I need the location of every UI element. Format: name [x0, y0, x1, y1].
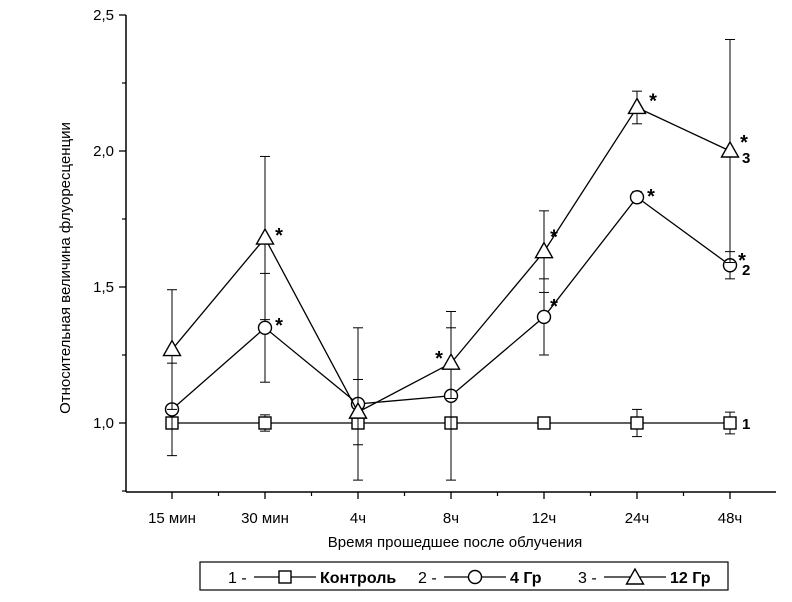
y-axis-title: Относительная величина флуоресценции: [57, 122, 74, 414]
significance-star: *: [740, 132, 748, 154]
significance-star: *: [649, 90, 657, 112]
data-point: [257, 320, 273, 335]
series-end-label: 2: [742, 262, 750, 279]
series-2: ****2: [164, 186, 750, 481]
x-tick-label: 48ч: [718, 510, 743, 527]
significance-star: *: [647, 186, 655, 208]
series-layer: 1****2*****3: [162, 38, 750, 481]
significance-star: *: [435, 348, 443, 370]
legend-number: 1 -: [228, 570, 247, 587]
data-point: [627, 97, 647, 115]
x-tick-label: 15 мин: [148, 510, 196, 527]
data-point: [630, 416, 644, 430]
data-point: [534, 241, 554, 259]
significance-star: *: [738, 250, 746, 272]
data-point: [723, 416, 737, 430]
data-point: [720, 140, 740, 158]
data-point: [536, 309, 552, 325]
data-point: [162, 339, 182, 357]
data-point: [441, 352, 461, 370]
series-end-label: 1: [742, 416, 750, 433]
y-tick-label: 1,5: [93, 279, 114, 296]
legend-marker: [625, 567, 645, 585]
x-axis-title: Время прошедшее после облучения: [328, 534, 582, 551]
significance-star: *: [550, 296, 558, 318]
legend-frame: [199, 561, 729, 591]
legend-label: Контроль: [320, 570, 396, 587]
y-tick-label: 2,5: [93, 7, 114, 24]
series-1: 1: [165, 408, 750, 438]
legend-marker: [467, 569, 483, 585]
x-tick-label: 8ч: [443, 510, 459, 527]
x-tick-label: 30 мин: [241, 510, 289, 527]
significance-star: *: [275, 225, 283, 247]
legend-number: 3 -: [578, 570, 597, 587]
data-point: [255, 227, 275, 245]
x-tick-label: 24ч: [625, 510, 650, 527]
y-tick-label: 2,0: [93, 143, 114, 160]
y-tick-label: 1,0: [93, 415, 114, 432]
series-end-label: 3: [742, 150, 750, 167]
significance-star: *: [275, 315, 283, 337]
x-tick-label: 12ч: [532, 510, 557, 527]
data-point: [258, 416, 272, 430]
data-point: [537, 416, 551, 430]
legend-marker: [278, 570, 292, 584]
significance-star: *: [550, 227, 558, 249]
legend-number: 2 -: [418, 570, 437, 587]
data-point: [348, 401, 368, 419]
legend-label: 12 Гр: [670, 570, 711, 587]
legend-label: 4 Гр: [510, 570, 542, 587]
data-point: [629, 190, 645, 205]
axes: 1,0 1,5 2,0 2,5 15 мин 30 мин 4ч 8ч 12ч 24ч 48ч: [93, 7, 776, 527]
legend: 1 - Контроль 2 - 4 Гр 3 - 12 Гр: [199, 561, 729, 591]
series-3: *****3: [162, 38, 750, 446]
x-tick-label: 4ч: [350, 510, 366, 527]
